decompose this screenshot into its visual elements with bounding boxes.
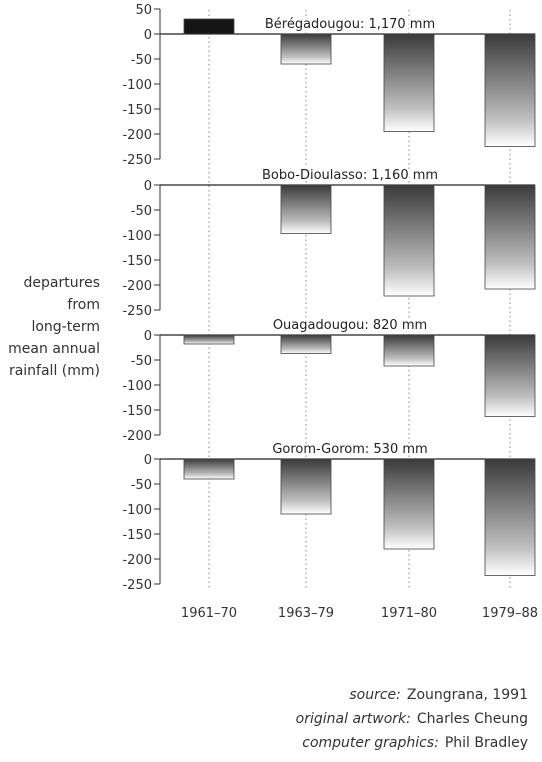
y-tick-label: 50	[135, 3, 152, 18]
x-tick-label: 1963–79	[278, 606, 334, 621]
y-axis-label: departures from long-term mean annual ra…	[0, 272, 100, 382]
y-tick-label: -200	[122, 553, 152, 568]
y-tick-label: 0	[144, 329, 152, 344]
y-axis-label-line: rainfall (mm)	[8, 363, 100, 379]
bar	[383, 334, 435, 367]
panel-title: Bobo-Dioulasso: 1,160 mm	[262, 168, 438, 183]
y-tick-label: -150	[122, 103, 152, 118]
y-tick-label: -200	[122, 279, 152, 294]
y-tick-label: -200	[122, 128, 152, 143]
bar	[280, 184, 332, 234]
y-tick-label: -250	[122, 578, 152, 593]
y-tick-label: -200	[122, 429, 152, 444]
y-tick-label: -50	[131, 354, 152, 369]
y-tick-label: -100	[122, 379, 152, 394]
bar	[484, 33, 536, 147]
bar	[484, 184, 536, 290]
bar	[183, 18, 235, 35]
credit-value: Phil Bradley	[444, 735, 528, 751]
y-tick-label: 0	[144, 453, 152, 468]
bar	[383, 33, 435, 132]
bar	[383, 184, 435, 297]
bar	[383, 458, 435, 550]
y-tick-label: 0	[144, 28, 152, 43]
bar	[280, 33, 332, 65]
credit-label: source:	[349, 687, 401, 703]
credit-value: Zoungrana, 1991	[406, 687, 528, 703]
x-tick-label: 1971–80	[381, 606, 437, 621]
y-tick-label: -50	[131, 478, 152, 493]
bar	[280, 334, 332, 354]
credit-label: computer graphics:	[302, 735, 439, 751]
panel-title: Bérégadougou: 1,170 mm	[265, 17, 435, 32]
y-tick-label: -250	[122, 304, 152, 319]
y-tick-label: -50	[131, 53, 152, 68]
y-tick-label: -100	[122, 78, 152, 93]
y-tick-label: -100	[122, 503, 152, 518]
y-axis-label-line: mean annual	[8, 341, 100, 357]
credits: source: Zoungrana, 1991 original artwork:…	[296, 683, 528, 755]
bar	[183, 334, 235, 345]
y-tick-label: -150	[122, 528, 152, 543]
credit-value: Charles Cheung	[416, 711, 528, 727]
y-tick-label: -250	[122, 153, 152, 168]
bar	[280, 458, 332, 515]
credit-label: original artwork:	[295, 711, 411, 727]
y-axis-label-line: long-term	[31, 319, 100, 335]
credit-source: source: Zoungrana, 1991	[296, 683, 528, 707]
x-tick-label: 1961–70	[181, 606, 237, 621]
bar	[183, 458, 235, 480]
y-tick-label: -150	[122, 404, 152, 419]
panel-title: Ouagadougou: 820 mm	[273, 318, 427, 333]
bar	[484, 334, 536, 417]
y-axis-label-line: departures	[23, 275, 100, 291]
credit-graphics: computer graphics: Phil Bradley	[296, 731, 528, 755]
bar	[484, 458, 536, 576]
y-tick-label: -150	[122, 254, 152, 269]
x-tick-label: 1979–88	[482, 606, 538, 621]
credit-artwork: original artwork: Charles Cheung	[296, 707, 528, 731]
panel-title: Gorom-Gorom: 530 mm	[272, 442, 427, 457]
y-tick-label: -100	[122, 229, 152, 244]
y-axis-label-line: from	[67, 297, 100, 313]
y-tick-label: 0	[144, 179, 152, 194]
y-tick-label: -50	[131, 204, 152, 219]
